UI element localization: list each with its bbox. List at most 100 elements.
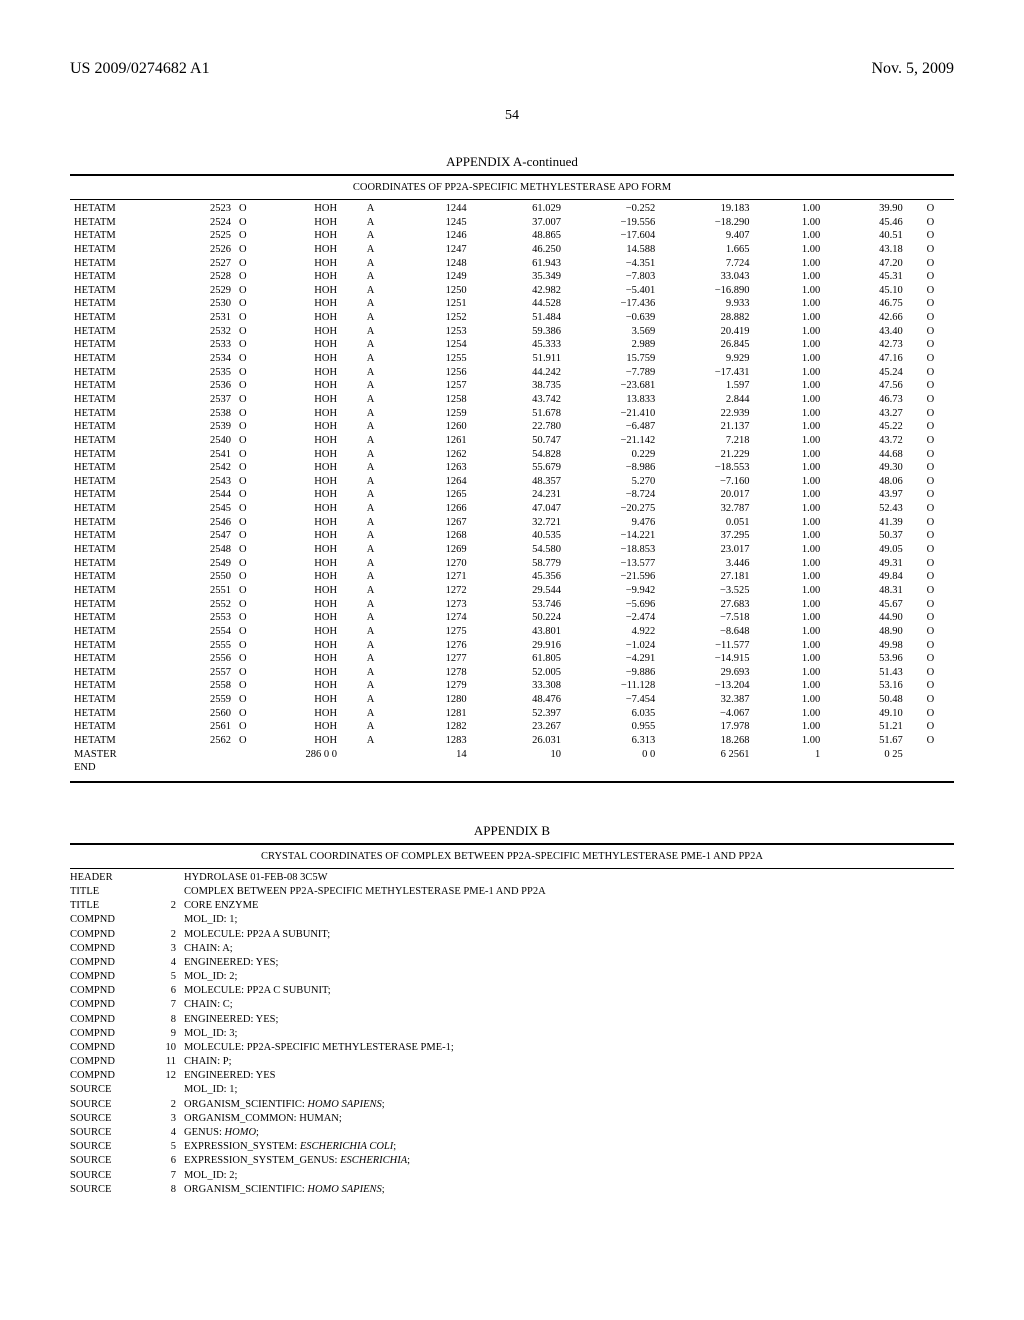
cell: HOH (270, 202, 341, 216)
cell: A (341, 338, 400, 352)
cell: −17.431 (659, 366, 753, 380)
cell: 2551 (176, 584, 235, 598)
cell: 2552 (176, 598, 235, 612)
cell: O (907, 516, 954, 530)
cell: O (235, 502, 270, 516)
record-value: MOL_ID: 2; (184, 970, 954, 984)
cell: HOH (270, 639, 341, 653)
cell: O (907, 666, 954, 680)
cell: O (235, 216, 270, 230)
cell: 1275 (400, 625, 471, 639)
pdb-line: SOURCE2ORGANISM_SCIENTIFIC: HOMO SAPIENS… (70, 1098, 954, 1112)
cell: 2535 (176, 366, 235, 380)
cell: 45.356 (471, 570, 565, 584)
pdb-line: SOURCEMOL_ID: 1; (70, 1083, 954, 1097)
cell: −7.160 (659, 475, 753, 489)
cell (235, 748, 270, 762)
cell: −8.648 (659, 625, 753, 639)
appendix-a-table: HETATM2523OHOHA124461.029−0.25219.1831.0… (70, 202, 954, 775)
cell: A (341, 707, 400, 721)
cell: 6.313 (565, 734, 659, 748)
cell: 44.242 (471, 366, 565, 380)
cell: A (341, 720, 400, 734)
record-key: COMPND (70, 1027, 150, 1041)
rule (70, 868, 954, 869)
cell: 2528 (176, 270, 235, 284)
cell: HETATM (70, 325, 176, 339)
cell: O (235, 488, 270, 502)
cell: HETATM (70, 393, 176, 407)
table-row: HETATM2537OHOHA125843.74213.8332.8441.00… (70, 393, 954, 407)
appendix-a-title: APPENDIX A-continued (70, 154, 954, 170)
cell: HETATM (70, 407, 176, 421)
cell: O (907, 407, 954, 421)
cell: O (235, 516, 270, 530)
table-row: HETATM2530OHOHA125144.528−17.4369.9331.0… (70, 297, 954, 311)
cell: O (235, 284, 270, 298)
cell: HOH (270, 693, 341, 707)
record-seq: 6 (150, 1154, 184, 1168)
cell: 47.20 (824, 257, 907, 271)
page-header: US 2009/0274682 A1 Nov. 5, 2009 (70, 60, 954, 78)
cell: O (907, 611, 954, 625)
cell: A (341, 216, 400, 230)
cell: 27.683 (659, 598, 753, 612)
pdb-line: COMPND8ENGINEERED: YES; (70, 1013, 954, 1027)
cell: 44.68 (824, 448, 907, 462)
cell: 2533 (176, 338, 235, 352)
cell: 47.16 (824, 352, 907, 366)
cell: 1245 (400, 216, 471, 230)
cell: −0.252 (565, 202, 659, 216)
cell: 2.844 (659, 393, 753, 407)
cell: A (341, 284, 400, 298)
cell: 49.31 (824, 557, 907, 571)
cell: 1.00 (754, 420, 825, 434)
cell: O (235, 707, 270, 721)
record-key: SOURCE (70, 1126, 150, 1140)
table-row: HETATM2525OHOHA124648.865−17.6049.4071.0… (70, 229, 954, 243)
cell: 2555 (176, 639, 235, 653)
cell: 41.39 (824, 516, 907, 530)
cell: 51.911 (471, 352, 565, 366)
cell: 1.00 (754, 502, 825, 516)
cell: 21.137 (659, 420, 753, 434)
cell: HETATM (70, 584, 176, 598)
cell: HETATM (70, 707, 176, 721)
cell: 2556 (176, 652, 235, 666)
cell (907, 748, 954, 762)
cell: 58.779 (471, 557, 565, 571)
cell: O (235, 407, 270, 421)
cell: 48.90 (824, 625, 907, 639)
cell (565, 761, 659, 775)
cell (341, 761, 400, 775)
cell: 1.00 (754, 516, 825, 530)
pdb-line: TITLE2CORE ENZYME (70, 899, 954, 913)
cell: −21.142 (565, 434, 659, 448)
cell: HOH (270, 216, 341, 230)
cell: 1.00 (754, 529, 825, 543)
cell: 1257 (400, 379, 471, 393)
cell: O (235, 448, 270, 462)
cell: O (907, 720, 954, 734)
cell: 49.84 (824, 570, 907, 584)
cell: 45.22 (824, 420, 907, 434)
table-row: HETATM2524OHOHA124537.007−19.556−18.2901… (70, 216, 954, 230)
pdb-line: TITLECOMPLEX BETWEEN PP2A-SPECIFIC METHY… (70, 885, 954, 899)
cell: HETATM (70, 243, 176, 257)
record-value: CHAIN: A; (184, 942, 954, 956)
table-row: HETATM2539OHOHA126022.780−6.48721.1371.0… (70, 420, 954, 434)
cell: 1.597 (659, 379, 753, 393)
cell: 2526 (176, 243, 235, 257)
cell: 3.446 (659, 557, 753, 571)
cell: 1277 (400, 652, 471, 666)
record-seq: 9 (150, 1027, 184, 1041)
cell: 2525 (176, 229, 235, 243)
cell: A (341, 407, 400, 421)
cell: HOH (270, 338, 341, 352)
cell: HOH (270, 407, 341, 421)
table-row: HETATM2523OHOHA124461.029−0.25219.1831.0… (70, 202, 954, 216)
cell: 1.00 (754, 448, 825, 462)
cell: 1.00 (754, 570, 825, 584)
cell: 26.031 (471, 734, 565, 748)
record-value: ENGINEERED: YES; (184, 956, 954, 970)
